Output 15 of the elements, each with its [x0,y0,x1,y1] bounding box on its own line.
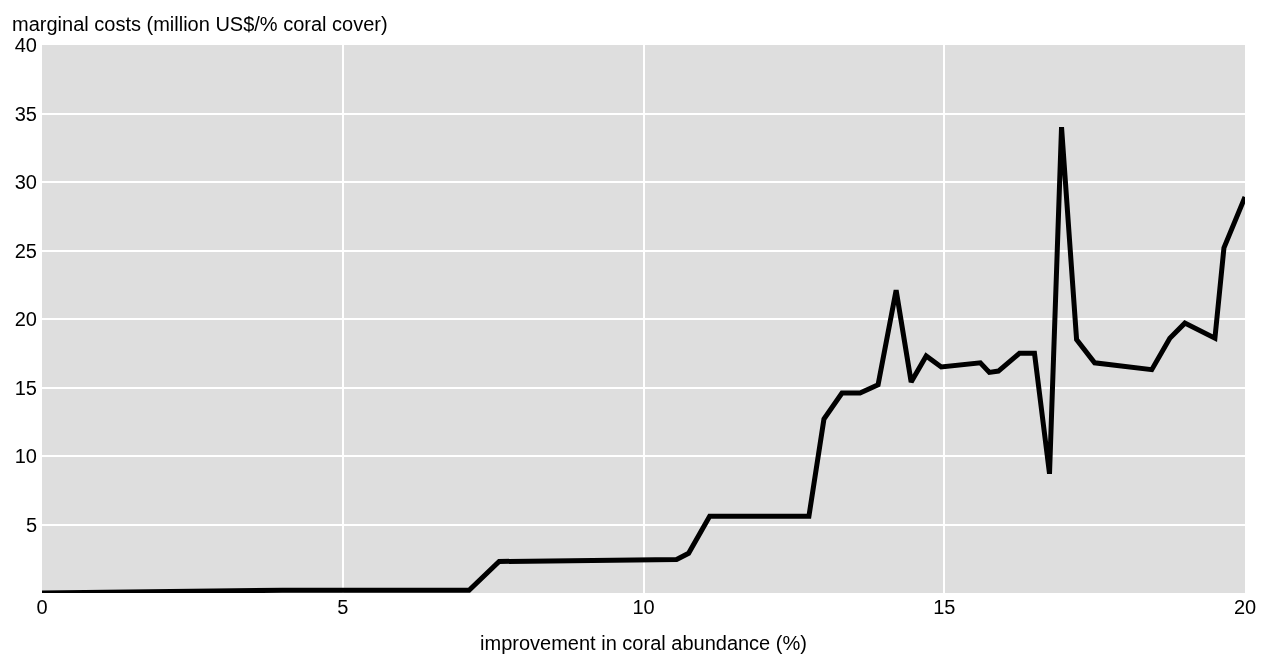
y-tick-label: 20 [14,308,37,330]
x-tick-label: 0 [36,596,48,618]
y-tick-label: 15 [14,376,37,399]
y-tick-label: 35 [14,102,37,125]
x-axis-title: improvement in coral abundance (%) [480,631,807,654]
y-tick-label: 30 [14,171,37,193]
x-tick-label: 5 [337,596,349,618]
y-tick-label: 5 [25,513,37,536]
y-axis-title: marginal costs (million US$/% coral cover) [12,13,388,35]
y-tick-label: 25 [14,239,37,262]
x-tick-label: 15 [933,596,956,618]
x-tick-label: 10 [632,596,655,618]
x-tick-label: 20 [1233,596,1257,618]
y-tick-label: 10 [14,445,37,467]
y-tick-label: 40 [14,34,37,56]
